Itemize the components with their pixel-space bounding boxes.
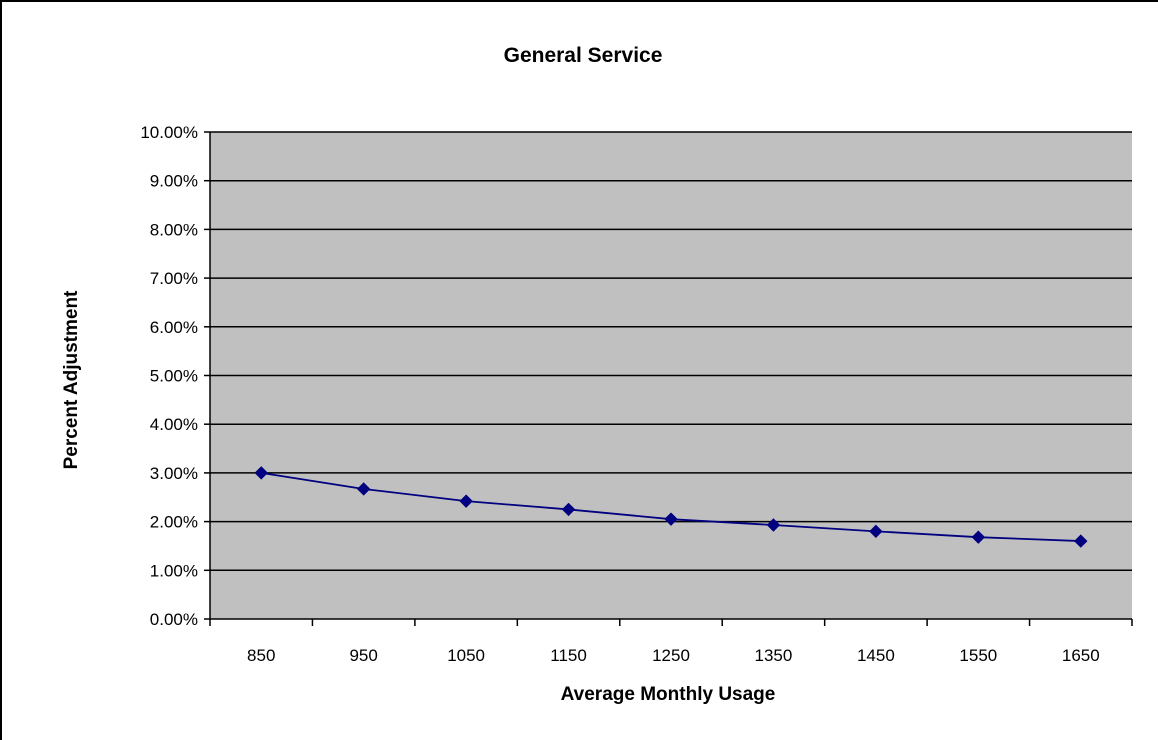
y-tick-label: 9.00%	[150, 172, 198, 191]
x-tick-label: 950	[349, 646, 377, 665]
y-tick-label: 6.00%	[150, 318, 198, 337]
x-tick-labels: 850 950 1050 1150 1250 1350 1450 1550 1650	[247, 646, 1100, 665]
y-axis-title: Percent Adjustment	[61, 290, 82, 469]
y-tick-label: 10.00%	[140, 123, 198, 142]
x-tick-label: 1550	[959, 646, 997, 665]
y-tick-label: 2.00%	[150, 513, 198, 532]
y-tick-label: 3.00%	[150, 464, 198, 483]
x-axis-title: Average Monthly Usage	[561, 684, 776, 705]
y-tick-label: 5.00%	[150, 367, 198, 386]
y-tick-label: 8.00%	[150, 220, 198, 239]
x-tick-label: 1450	[857, 646, 895, 665]
x-tick-label: 1050	[447, 646, 485, 665]
y-tick-label: 7.00%	[150, 269, 198, 288]
y-tick-label: 4.00%	[150, 415, 198, 434]
x-tick-label: 1150	[550, 646, 587, 665]
x-tick-label: 1350	[755, 646, 793, 665]
x-tick-label: 850	[247, 646, 275, 665]
x-tick-label: 1650	[1062, 646, 1100, 665]
y-tick-label: 1.00%	[150, 561, 198, 580]
y-tick-label: 0.00%	[150, 610, 198, 629]
chart-title: General Service	[504, 44, 663, 67]
y-tick-labels: 0.00% 1.00% 2.00% 3.00% 4.00% 5.00% 6.00% 7.00%…	[140, 123, 198, 629]
x-tick-label: 1250	[652, 646, 690, 665]
